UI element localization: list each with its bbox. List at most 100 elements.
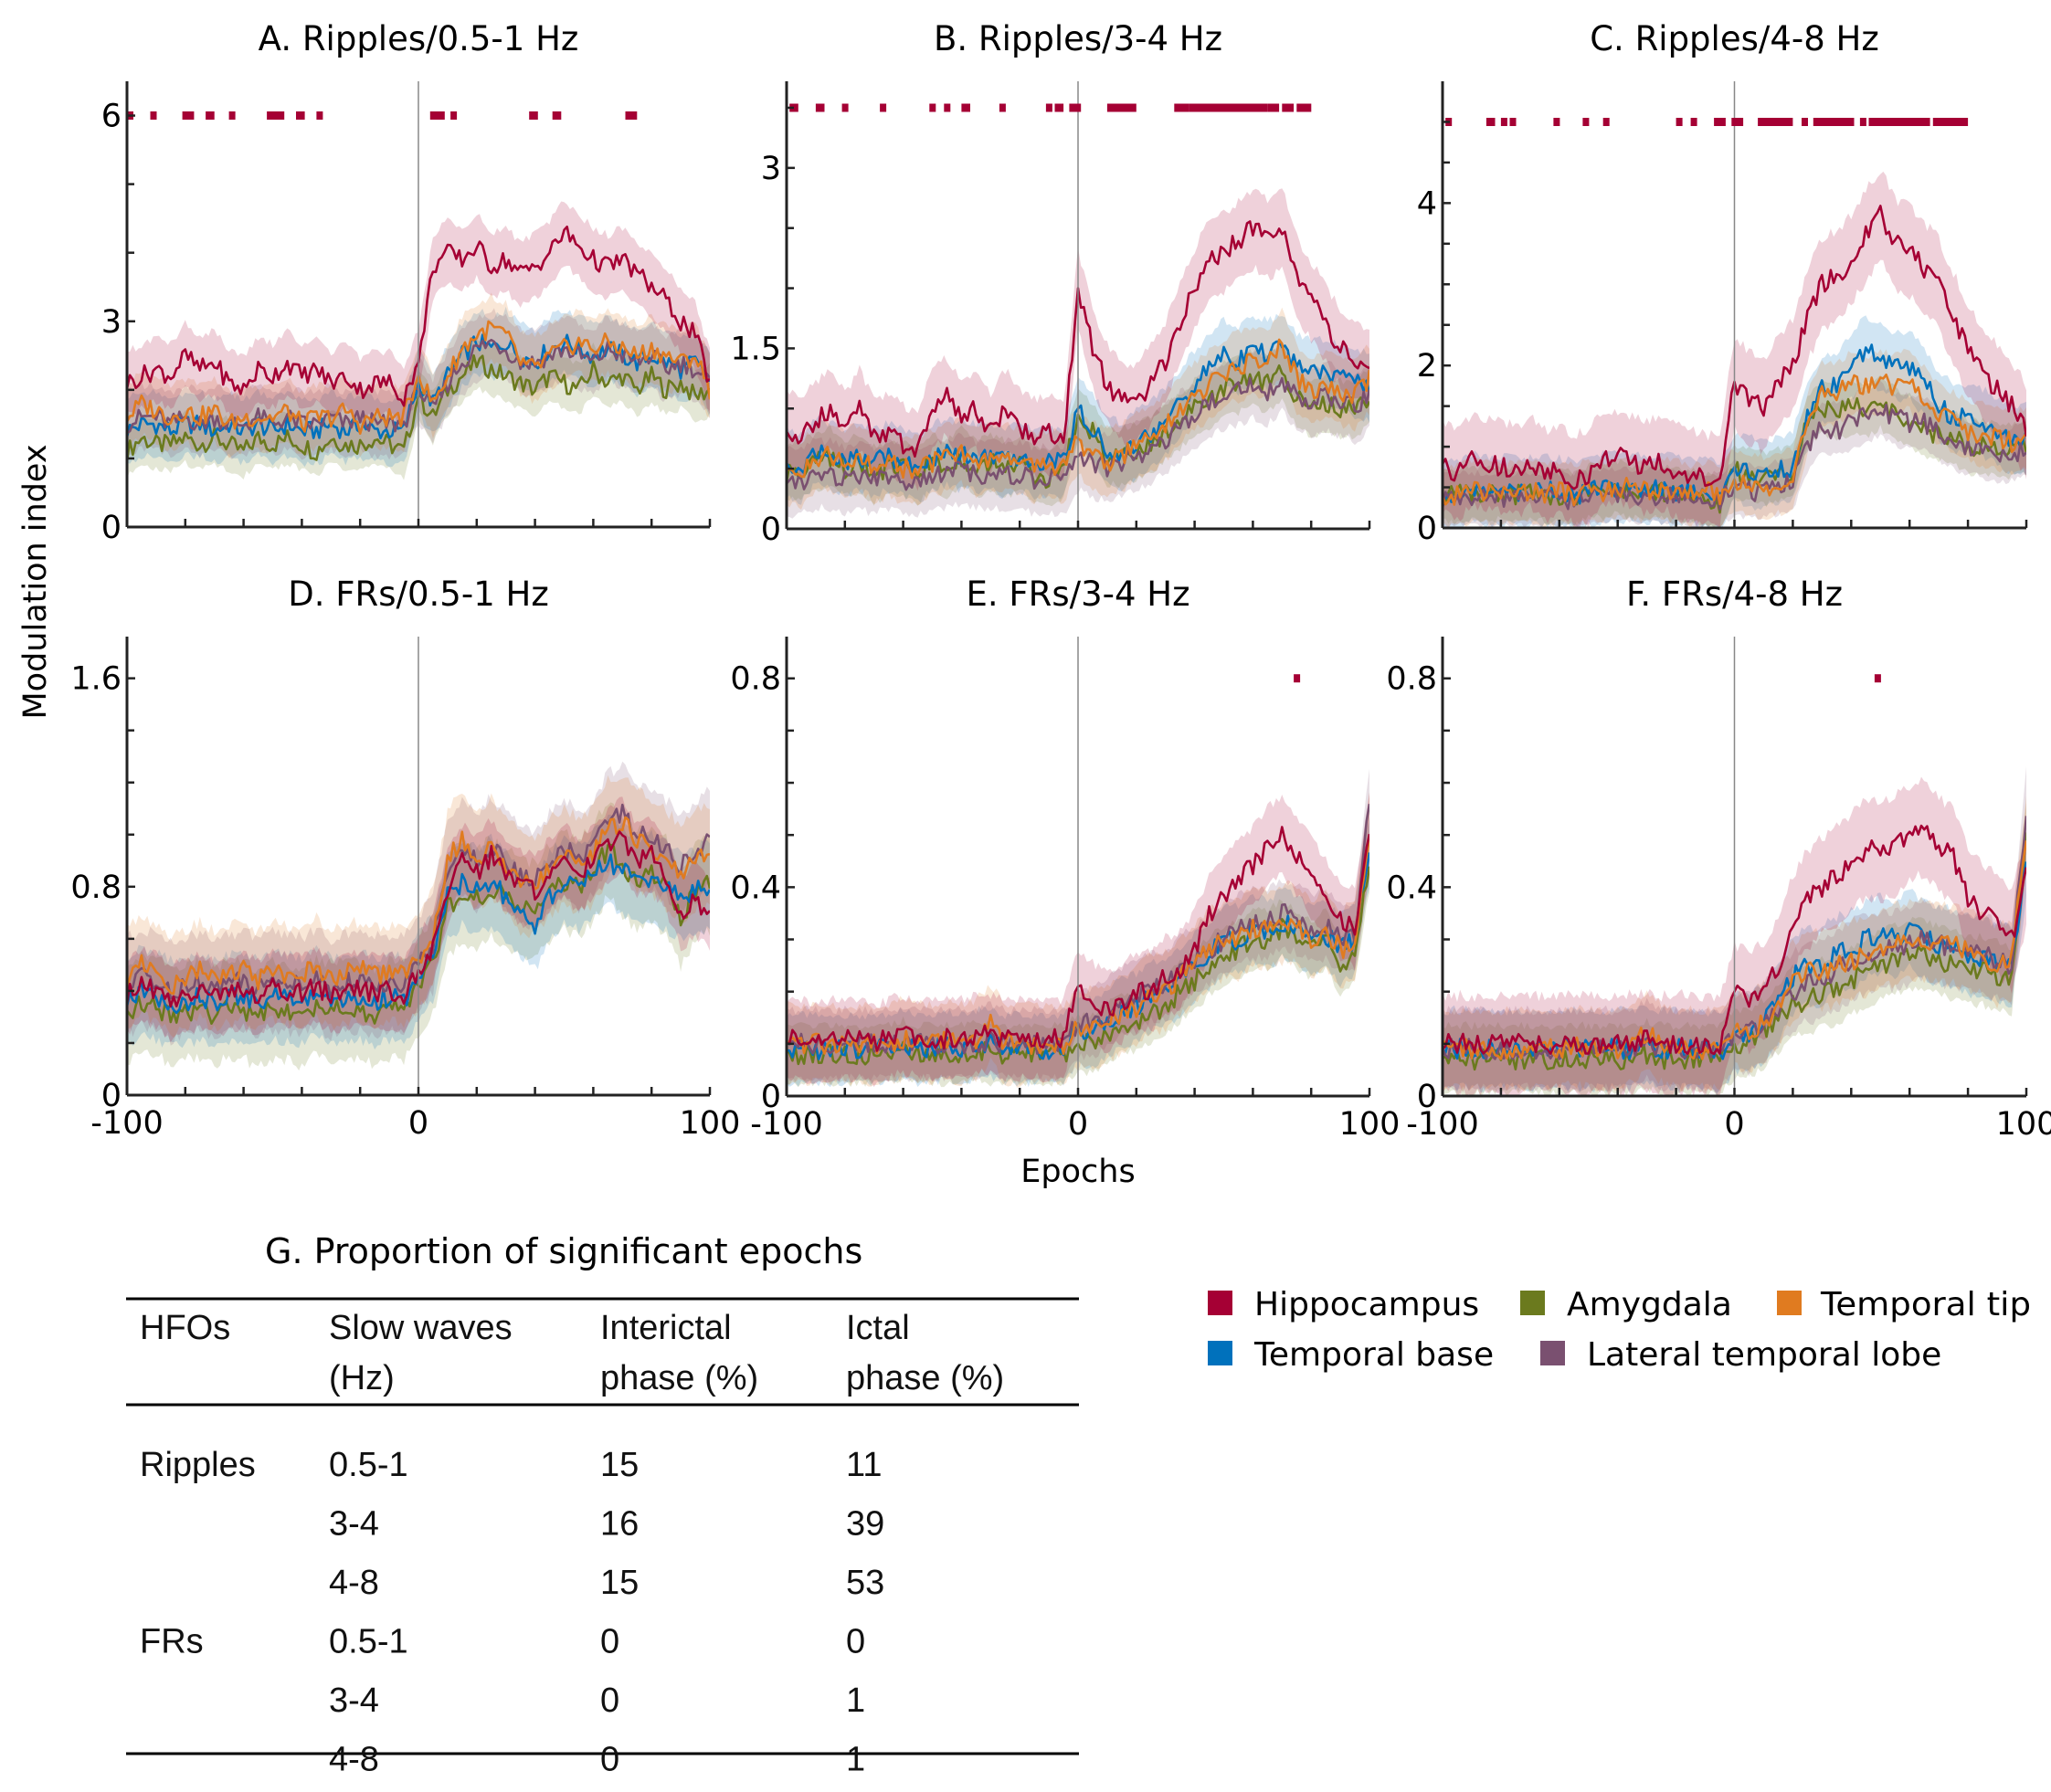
- y-tick-label: 0.8: [1386, 661, 1437, 698]
- legend-item-hippocampus: Hippocampus: [1208, 1286, 1479, 1323]
- significance-marker: [1874, 674, 1881, 683]
- significance-marker: [1485, 118, 1496, 126]
- y-tick-label: 0: [101, 510, 122, 546]
- y-tick-label: 0.4: [730, 870, 781, 906]
- y-tick-label: 0.8: [70, 870, 122, 906]
- y-tick-label: 0: [1417, 1079, 1437, 1115]
- y-tick-label: 3: [761, 151, 781, 187]
- significance-marker: [929, 103, 936, 112]
- legend-item-temporal-base: Temporal base: [1208, 1336, 1494, 1374]
- significance-marker: [1267, 103, 1280, 112]
- table-cell: 1: [846, 1741, 865, 1779]
- table-header-cell: Slow waves: [329, 1309, 513, 1347]
- significance-marker: [625, 111, 638, 120]
- table-header-cell: Ictal: [846, 1309, 910, 1347]
- band-lateral-temporal-lobe: [1443, 766, 2026, 1093]
- legend-swatch-hippocampus: [1208, 1291, 1232, 1315]
- significance-marker: [1223, 103, 1268, 112]
- significance-marker: [1189, 103, 1200, 112]
- x-tick-label: -100: [750, 1106, 822, 1143]
- table-cell: 0: [600, 1741, 619, 1779]
- band-temporal-tip: [1443, 796, 2026, 1092]
- significance-marker: [1714, 118, 1726, 126]
- band-hippocampus: [1443, 776, 2026, 1096]
- table-cell: 11: [846, 1446, 882, 1484]
- panel-title: D. FRs/0.5-1 Hz: [288, 574, 549, 614]
- band-hippocampus: [787, 792, 1369, 1088]
- table-cell: 1: [846, 1681, 865, 1720]
- panel-title: B. Ripples/3-4 Hz: [934, 19, 1222, 58]
- panel-b: B. Ripples/3-4 Hz 0 1.5 3: [730, 19, 1371, 548]
- table-cell: 4-8: [329, 1741, 379, 1779]
- legend-label: Temporal base: [1253, 1336, 1494, 1374]
- panel-title: A. Ripples/0.5-1 Hz: [259, 19, 579, 58]
- x-tick-label: 100: [1996, 1106, 2051, 1143]
- table-cell: 0.5-1: [329, 1446, 408, 1484]
- legend-item-amygdala: Amygdala: [1520, 1286, 1732, 1323]
- x-axis-label: Epochs: [1020, 1154, 1135, 1190]
- y-tick-label: 0: [761, 511, 781, 548]
- x-tick-label: -100: [90, 1105, 163, 1142]
- table-cell: 0: [600, 1623, 619, 1661]
- table-cell: 39: [846, 1505, 884, 1544]
- significance-marker: [1690, 118, 1697, 126]
- legend-label: Hippocampus: [1254, 1286, 1479, 1323]
- table-header-cell: phase (%): [846, 1359, 1004, 1397]
- significance-marker: [267, 111, 285, 120]
- significance-marker: [1069, 103, 1082, 112]
- table-row: Ripples 0.5-1 15 11: [140, 1446, 882, 1484]
- y-tick-label: 4: [1417, 185, 1437, 222]
- significance-marker: [1859, 118, 1866, 126]
- y-axis-label: Modulation index: [17, 444, 54, 719]
- band-amygdala: [127, 802, 710, 1071]
- significance-marker: [1282, 103, 1295, 112]
- significance-marker: [316, 111, 323, 120]
- table-row: 4-8 0 1: [329, 1741, 865, 1779]
- x-tick-label: -100: [1406, 1106, 1478, 1143]
- band-temporal-base: [1443, 818, 2026, 1095]
- significance-marker: [1868, 118, 1930, 126]
- legend-label: Temporal tip: [1820, 1286, 2031, 1323]
- legend-item-temporal-tip: Temporal tip: [1777, 1286, 2031, 1323]
- table-cell: 53: [846, 1564, 884, 1602]
- panel-title: E. FRs/3-4 Hz: [966, 574, 1189, 614]
- x-tick-label: 100: [680, 1105, 741, 1142]
- significance-marker: [529, 111, 538, 120]
- significance-table: G. Proportion of significant epochs HFOs…: [126, 1231, 1079, 1779]
- legend-label: Amygdala: [1567, 1286, 1732, 1323]
- table-cell: Ripples: [140, 1446, 256, 1484]
- significance-marker: [552, 111, 562, 120]
- table-cell: 0: [846, 1623, 865, 1661]
- significance-marker: [944, 103, 951, 112]
- legend: Hippocampus Amygdala Temporal tip Tempor…: [1208, 1286, 2031, 1374]
- significance-marker: [429, 111, 445, 120]
- table-row: FRs 0.5-1 0 0: [140, 1623, 865, 1661]
- x-tick-label: 0: [1724, 1106, 1744, 1143]
- significance-marker: [815, 103, 825, 112]
- y-tick-label: 1.6: [70, 661, 122, 698]
- significance-marker: [1758, 118, 1793, 126]
- table-cell: FRs: [140, 1623, 204, 1661]
- significance-marker: [999, 103, 1006, 112]
- table-row: 3-4 0 1: [329, 1681, 865, 1720]
- significance-marker: [1676, 118, 1683, 126]
- legend-swatch-amygdala: [1520, 1291, 1545, 1315]
- band-temporal-base: [787, 816, 1369, 1088]
- legend-swatch-temporal-base: [1208, 1341, 1232, 1365]
- table-cell: 0.5-1: [329, 1623, 408, 1661]
- significance-marker: [1500, 118, 1507, 126]
- table-cell: 15: [600, 1446, 639, 1484]
- y-tick-label: 0: [761, 1079, 781, 1115]
- x-tick-label: 0: [1068, 1106, 1088, 1143]
- table-cell: 3-4: [329, 1505, 379, 1544]
- panel-title: F. FRs/4-8 Hz: [1626, 574, 1843, 614]
- significance-marker: [150, 111, 157, 120]
- table-header: HFOs Slow waves (Hz) Interictal phase (%) Ict…: [140, 1309, 1004, 1397]
- significance-marker: [1602, 118, 1610, 126]
- panel-c: C. Ripples/4-8 Hz 0 2 4: [1417, 19, 2028, 547]
